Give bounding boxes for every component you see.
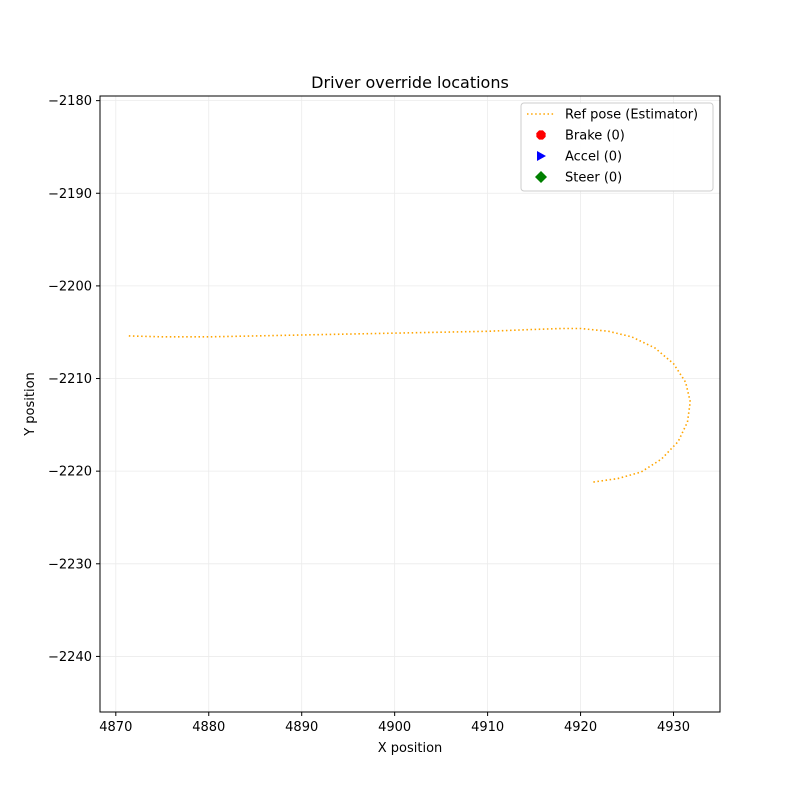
y-tick-label: −2230 bbox=[48, 557, 92, 572]
x-axis-label: X position bbox=[378, 741, 443, 756]
chart-title: Driver override locations bbox=[311, 73, 509, 92]
legend-marker-diamond bbox=[535, 171, 547, 183]
y-tick-label: −2240 bbox=[48, 650, 92, 665]
x-tick-label: 4890 bbox=[285, 720, 318, 735]
plot-area bbox=[99, 95, 721, 713]
legend-frame bbox=[520, 102, 714, 192]
legend: Ref pose (Estimator) Brake (0) Accel (0) St… bbox=[520, 102, 714, 192]
y-tick-label: −2200 bbox=[48, 279, 92, 294]
axis-ticks: 4870 4880 4890 4900 4910 4920 4930 −2180 −2190 −2… bbox=[48, 94, 690, 735]
legend-label: Ref pose (Estimator) bbox=[565, 108, 698, 123]
grid bbox=[100, 96, 720, 712]
x-tick-label: 4920 bbox=[564, 720, 597, 735]
x-tick-label: 4910 bbox=[471, 720, 504, 735]
legend-label: Steer (0) bbox=[565, 171, 622, 186]
y-tick-label: −2220 bbox=[48, 465, 92, 480]
x-tick-label: 4900 bbox=[378, 720, 411, 735]
y-tick-label: −2180 bbox=[48, 94, 92, 109]
y-tick-label: −2190 bbox=[48, 187, 92, 202]
legend-label: Accel (0) bbox=[565, 150, 622, 165]
series-line-ref-pose bbox=[128, 327, 692, 484]
y-axis-label: Y position bbox=[23, 372, 38, 437]
x-tick-label: 4930 bbox=[657, 720, 690, 735]
legend-label: Brake (0) bbox=[565, 129, 625, 144]
x-tick-label: 4880 bbox=[192, 720, 225, 735]
legend-marker-octagon bbox=[536, 130, 546, 140]
y-tick-label: −2210 bbox=[48, 372, 92, 387]
series-layer bbox=[128, 327, 692, 484]
x-tick-label: 4870 bbox=[99, 720, 132, 735]
legend-marker-triangle bbox=[537, 151, 546, 161]
